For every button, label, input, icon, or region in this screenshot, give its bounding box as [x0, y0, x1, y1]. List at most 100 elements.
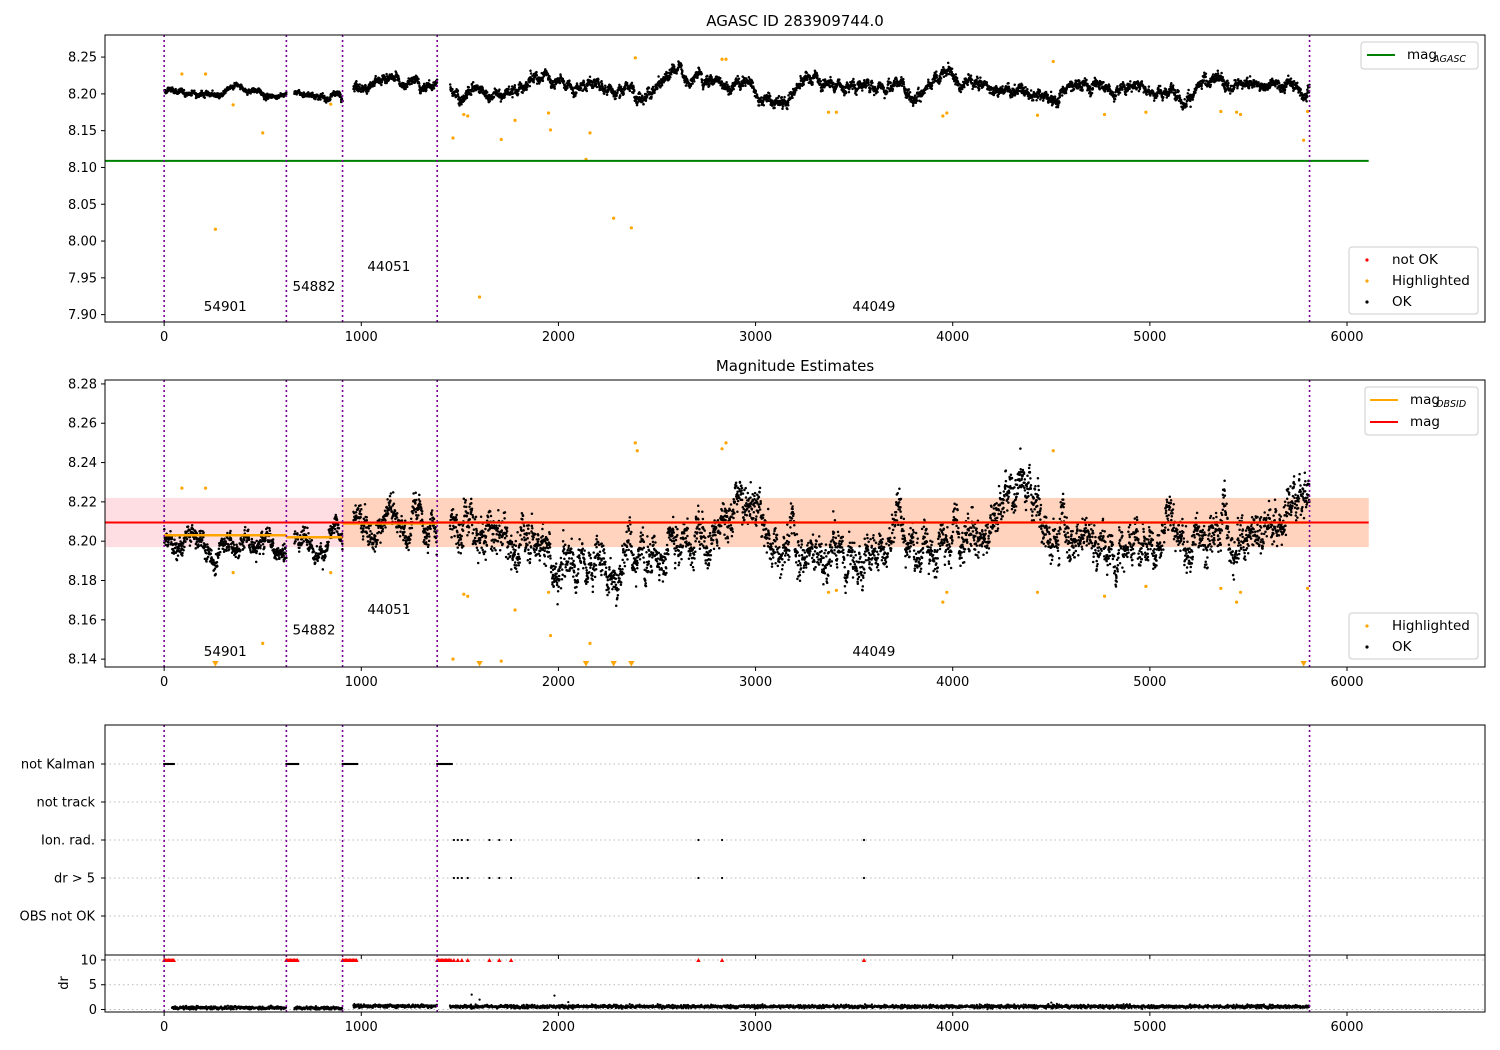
ok-point — [499, 100, 503, 103]
ok-point — [1162, 95, 1165, 99]
ok-point — [946, 61, 950, 65]
ok-point — [1216, 69, 1220, 73]
ok-point — [321, 91, 324, 95]
ok-point — [404, 87, 407, 91]
ok-point — [451, 87, 454, 91]
ok-point — [1038, 90, 1042, 94]
ok-point — [507, 85, 511, 88]
ok-point — [645, 95, 649, 98]
ok-point — [603, 84, 607, 88]
ok-point — [1049, 90, 1053, 94]
ok-point — [754, 89, 757, 92]
ok-point — [1209, 83, 1213, 86]
ok-point — [1072, 87, 1076, 91]
ok-point — [630, 81, 634, 85]
ok-point — [1227, 81, 1230, 85]
ok-point — [976, 76, 979, 80]
ok-point — [1124, 93, 1128, 97]
ok-point — [578, 88, 582, 92]
ok-point — [622, 92, 625, 96]
ok-point — [365, 92, 369, 95]
ok-point — [978, 87, 981, 91]
ok-point — [1226, 79, 1229, 82]
ok-point — [777, 94, 781, 98]
ok-point — [930, 84, 934, 87]
ok-point — [1257, 81, 1260, 84]
ok-point — [725, 81, 728, 84]
ok-point — [498, 88, 501, 91]
ok-point — [883, 96, 886, 100]
ok-point — [1016, 92, 1020, 95]
ok-point — [1277, 81, 1281, 85]
ok-point — [1058, 101, 1061, 104]
ok-point — [359, 90, 363, 93]
ok-point — [1186, 92, 1190, 95]
ok-point — [1041, 99, 1045, 102]
ok-point — [786, 101, 790, 104]
ok-point — [847, 90, 851, 94]
ok-point — [675, 72, 678, 75]
ok-point — [545, 70, 548, 73]
ok-point — [511, 92, 515, 95]
ok-point — [876, 90, 879, 94]
ok-point — [1179, 98, 1183, 102]
ok-point — [469, 93, 473, 97]
ok-point — [169, 530, 172, 533]
ok-point — [1046, 93, 1050, 97]
ok-point — [942, 65, 945, 69]
ok-point — [264, 98, 268, 102]
highlighted-point — [834, 110, 839, 114]
ok-point — [947, 72, 951, 76]
x-tick-label: 3000 — [739, 330, 772, 345]
ok-point — [1152, 99, 1156, 102]
ok-point — [614, 97, 617, 100]
ok-point — [780, 96, 784, 99]
ok-point — [757, 104, 761, 107]
ok-point — [781, 107, 784, 111]
ok-point — [1078, 79, 1081, 82]
ok-point — [665, 71, 669, 75]
ok-point — [871, 81, 874, 85]
ok-point — [1283, 91, 1286, 95]
ok-point — [513, 85, 516, 89]
ok-point — [193, 89, 196, 93]
ok-point — [1024, 86, 1027, 89]
ok-point — [200, 89, 204, 93]
mag-agasc-legend-subscript: AGASC — [1432, 54, 1466, 65]
ok-point — [647, 86, 651, 89]
ok-point — [599, 88, 603, 91]
y-tick-label: 8.15 — [68, 124, 97, 139]
ok-point — [417, 82, 421, 85]
ok-point — [625, 81, 629, 85]
ok-point — [963, 85, 966, 89]
ok-point — [1248, 75, 1252, 78]
highlighted-point — [203, 72, 208, 76]
ok-point — [585, 89, 589, 93]
ok-point — [1292, 79, 1296, 83]
ok-point — [405, 85, 409, 89]
ok-point — [1111, 91, 1115, 94]
ok-point — [579, 86, 583, 90]
ok-point — [1241, 87, 1244, 90]
ok-point — [781, 105, 785, 108]
ok-point — [618, 94, 622, 98]
ok-point — [1220, 71, 1223, 75]
ok-point — [427, 79, 431, 82]
ok-point — [395, 71, 398, 75]
obsid-label: 54882 — [292, 279, 335, 295]
ok-point — [178, 536, 181, 539]
ok-point — [1145, 93, 1148, 96]
ok-point — [653, 91, 656, 95]
ok-point — [762, 104, 766, 107]
not-ok-legend-label: not OK — [1392, 252, 1439, 268]
ok-point — [380, 83, 383, 87]
ok-point — [985, 81, 989, 84]
ok-point — [184, 540, 187, 543]
ok-point — [650, 95, 653, 99]
ok-point — [651, 85, 655, 89]
ok-point — [1185, 104, 1188, 108]
ok-point — [787, 104, 790, 107]
ok-point — [829, 75, 832, 79]
y-tick-label: 8.20 — [68, 87, 97, 102]
